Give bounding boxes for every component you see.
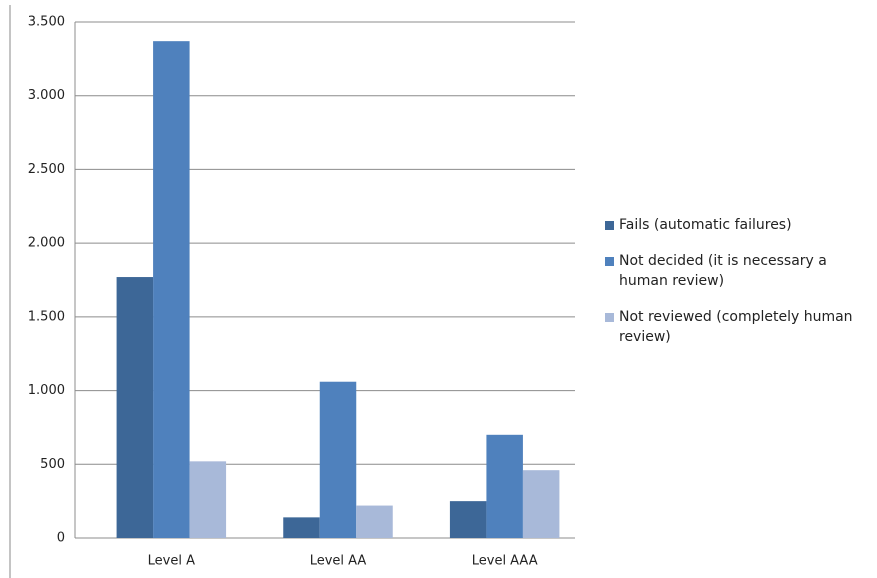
legend-item: Fails (automatic failures) [605,215,870,235]
x-tick-label: Level A [148,554,195,569]
x-tick-label: Level AA [310,554,367,569]
bar [189,461,227,538]
legend-swatch [605,221,614,230]
y-tick-label: 0 [57,531,65,546]
legend: Fails (automatic failures) Not decided (i… [605,215,870,363]
bar [486,434,523,538]
y-tick-label: 2.000 [28,236,65,251]
bar [283,517,320,538]
y-tick-label: 500 [40,457,65,472]
bar [522,470,560,538]
legend-swatch [605,313,614,322]
bar [356,505,393,538]
legend-item: Not decided (it is necessary a human rev… [605,251,870,291]
legend-swatch [605,257,614,266]
bar [319,381,357,538]
y-tick-label: 2.500 [28,162,65,177]
bar [116,277,154,538]
y-tick-label: 1.500 [28,309,65,324]
legend-label: Not reviewed (completely human review) [619,309,853,345]
legend-label: Fails (automatic failures) [619,217,792,233]
y-tick-label: 3.000 [28,88,65,103]
legend-label: Not decided (it is necessary a human rev… [619,253,827,289]
legend-item: Not reviewed (completely human review) [605,307,870,347]
x-tick-label: Level AAA [472,554,538,569]
y-tick-label: 3.500 [28,15,65,30]
bar [153,41,190,539]
bar [449,501,487,538]
y-tick-label: 1.000 [28,383,65,398]
